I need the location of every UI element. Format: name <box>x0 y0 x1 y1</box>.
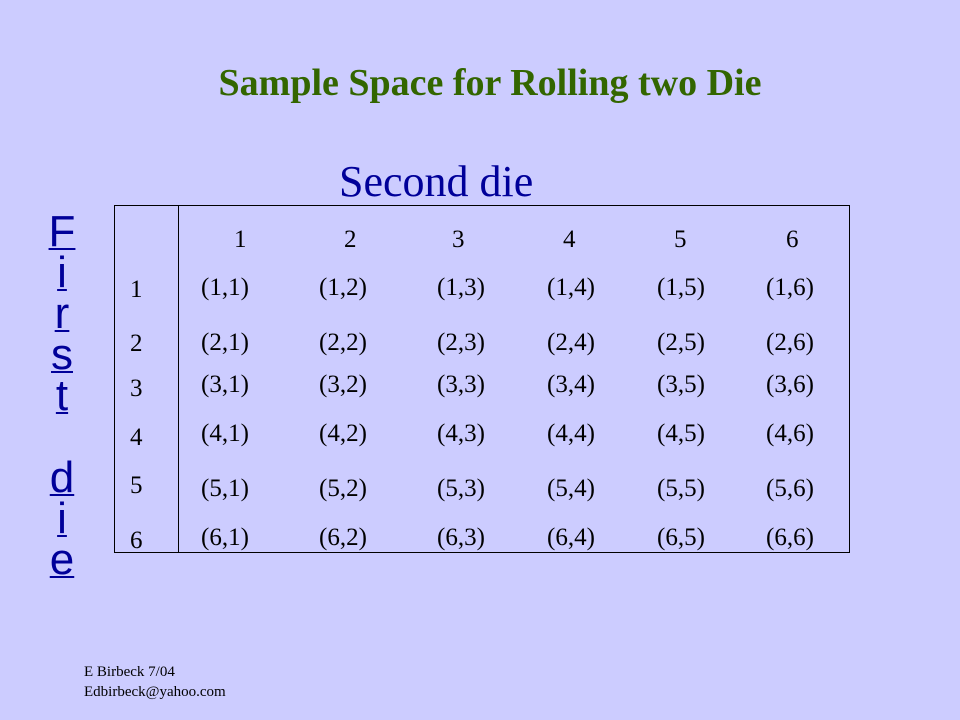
outcome-cell: (5,6) <box>766 475 814 502</box>
footer-email: Edbirbeck@yahoo.com <box>84 684 226 700</box>
table-column-divider <box>178 206 179 552</box>
first-die-letter: t <box>55 371 69 420</box>
outcome-cell: (1,2) <box>319 274 367 301</box>
second-die-label: Second die <box>339 157 534 206</box>
row-header: 2 <box>130 330 143 357</box>
outcome-cell: (1,1) <box>201 274 249 301</box>
column-header: 1 <box>234 226 247 253</box>
slide-title: Sample Space for Rolling two Die <box>218 62 762 104</box>
column-header: 5 <box>674 226 687 253</box>
outcome-cell: (3,5) <box>657 371 705 398</box>
outcome-cell: (6,4) <box>547 524 595 551</box>
outcome-cell: (6,3) <box>437 524 485 551</box>
outcome-cell: (4,2) <box>319 420 367 447</box>
outcome-cell: (4,3) <box>437 420 485 447</box>
footer: E Birbeck 7/04 Edbirbeck@yahoo.com <box>84 662 226 702</box>
first-die-letter: i <box>57 494 67 543</box>
outcome-cell: (3,4) <box>547 371 595 398</box>
outcome-cell: (2,5) <box>657 329 705 356</box>
outcome-cell: (6,5) <box>657 524 705 551</box>
column-header: 3 <box>452 226 465 253</box>
outcome-cell: (5,5) <box>657 475 705 502</box>
first-die-letter: s <box>51 330 73 379</box>
outcome-cell: (6,2) <box>319 524 367 551</box>
first-die-letter: e <box>49 535 75 584</box>
column-header: 6 <box>786 226 799 253</box>
outcome-cell: (2,1) <box>201 329 249 356</box>
first-die-letter: F <box>48 207 76 256</box>
outcome-cell: (1,3) <box>437 274 485 301</box>
outcome-cell: (3,3) <box>437 371 485 398</box>
column-header: 4 <box>563 226 576 253</box>
outcome-cell: (5,3) <box>437 475 485 502</box>
outcome-cell: (2,3) <box>437 329 485 356</box>
first-die-letter: i <box>57 248 67 297</box>
outcome-cell: (6,6) <box>766 524 814 551</box>
column-header: 2 <box>344 226 357 253</box>
first-die-gap <box>44 416 80 457</box>
outcome-cell: (5,1) <box>201 475 249 502</box>
footer-author: E Birbeck 7/04 <box>84 664 175 680</box>
outcome-cell: (1,5) <box>657 274 705 301</box>
outcome-cell: (1,6) <box>766 274 814 301</box>
outcome-cell: (5,2) <box>319 475 367 502</box>
outcome-cell: (4,1) <box>201 420 249 447</box>
outcome-cell: (2,4) <box>547 329 595 356</box>
outcome-cell: (4,4) <box>547 420 595 447</box>
outcome-cell: (5,4) <box>547 475 595 502</box>
outcome-cell: (3,6) <box>766 371 814 398</box>
row-header: 3 <box>130 375 143 402</box>
row-header: 4 <box>130 424 143 451</box>
row-header: 1 <box>130 276 143 303</box>
outcome-cell: (1,4) <box>547 274 595 301</box>
outcome-cell: (6,1) <box>201 524 249 551</box>
outcome-cell: (2,2) <box>319 329 367 356</box>
first-die-letter: r <box>54 289 70 338</box>
outcome-cell: (3,1) <box>201 371 249 398</box>
first-die-letter: d <box>49 453 75 502</box>
sample-space-table: 1 2 3 4 5 6 1 2 3 4 5 6 (1,1) (1,2) (1,3) (1,4) (1,5) (1,… <box>114 205 850 554</box>
row-header: 6 <box>130 527 143 554</box>
outcome-cell: (2,6) <box>766 329 814 356</box>
outcome-cell: (3,2) <box>319 371 367 398</box>
outcome-cell: (4,5) <box>657 420 705 447</box>
row-header: 5 <box>130 472 143 499</box>
outcome-cell: (4,6) <box>766 420 814 447</box>
